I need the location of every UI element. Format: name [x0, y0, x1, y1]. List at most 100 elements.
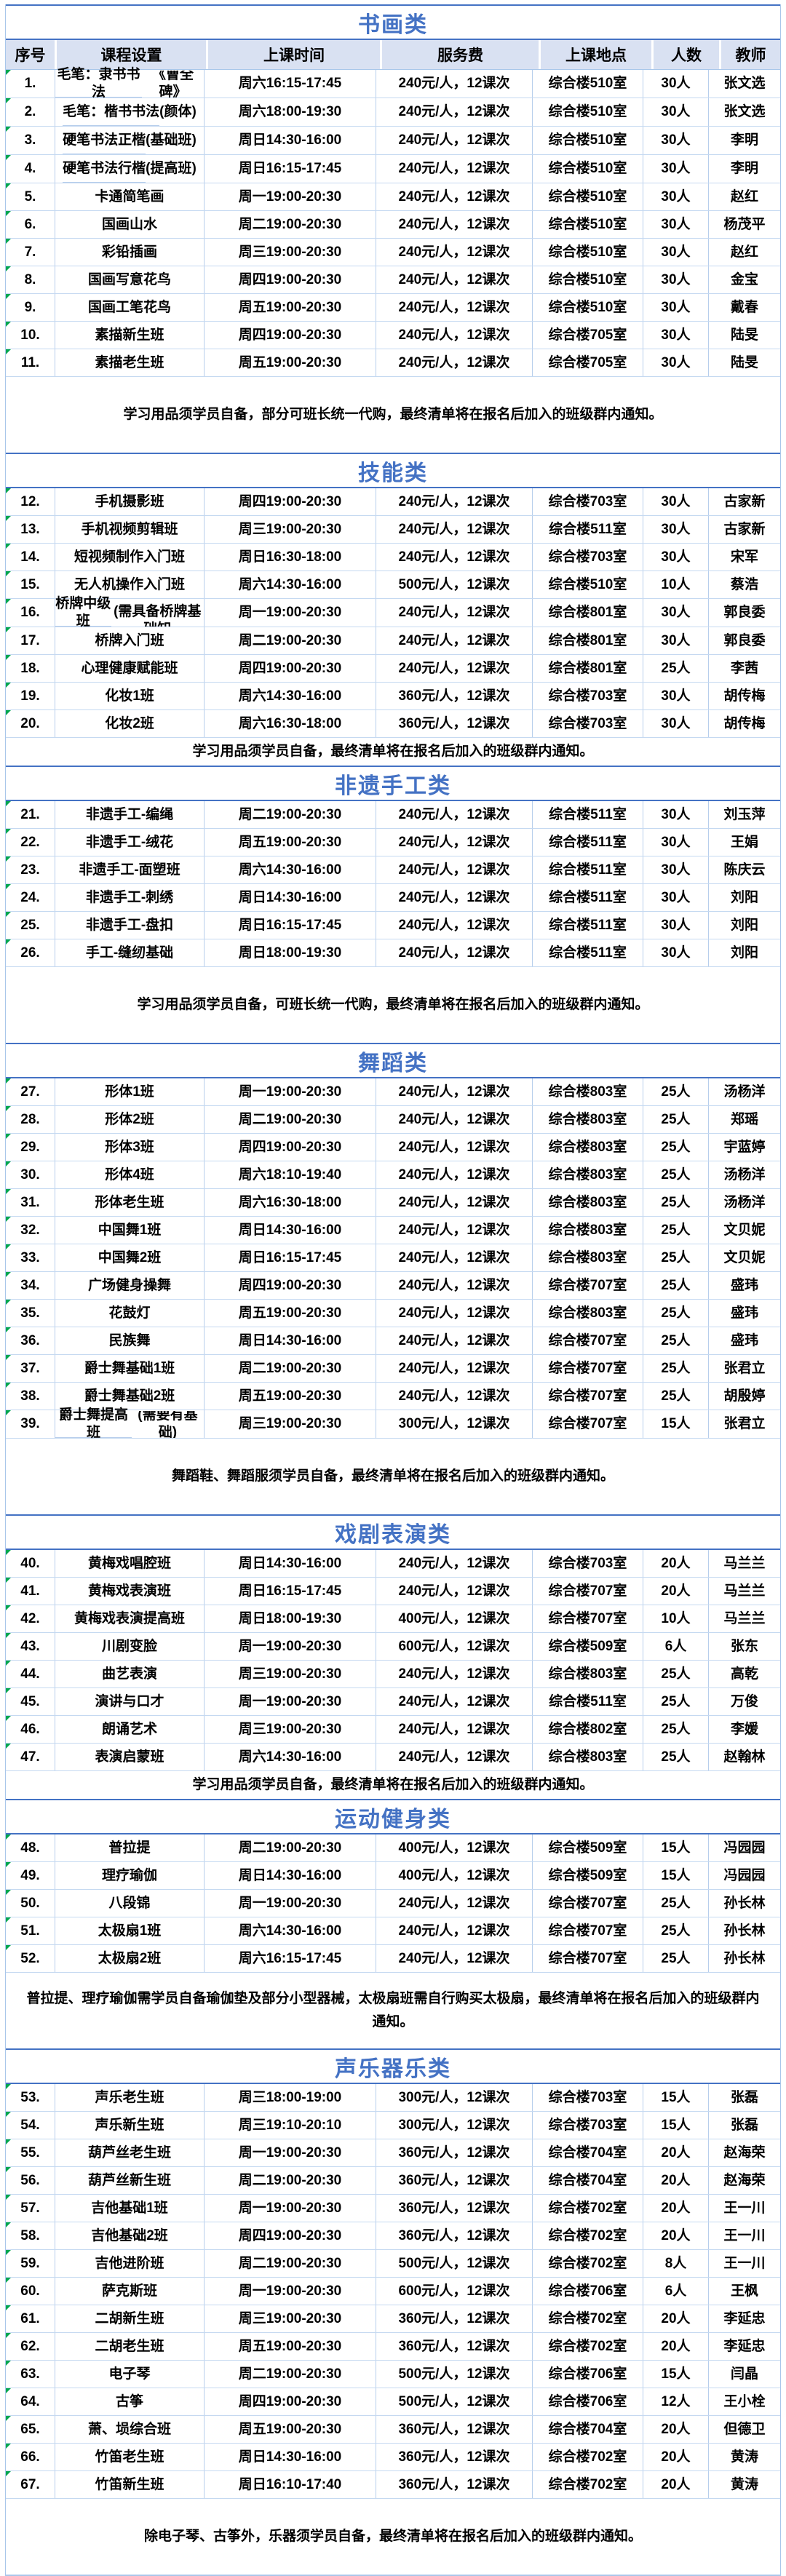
fee-cell: 240元/人，12课次: [376, 1661, 532, 1687]
row-number-cell: 9.: [6, 294, 55, 321]
fee-cell: 240元/人，12课次: [376, 98, 532, 126]
course-cell: 曲艺表演: [55, 1661, 204, 1687]
time-cell: 周六16:15-17:45: [204, 1945, 376, 1972]
capacity-cell: 30人: [643, 912, 708, 939]
time-cell: 周一19:00-20:30: [204, 1633, 376, 1660]
course-cell: 吉他基础2班: [55, 2222, 204, 2249]
location-cell: 综合楼510室: [532, 294, 643, 321]
capacity-cell: 20人: [643, 2167, 708, 2194]
location-cell: 综合楼510室: [532, 239, 643, 266]
table-row: 2. 毛笔：楷书书法 (颜体) 周六18:00-19:30 240元/人，12课次…: [6, 98, 780, 127]
row-number-cell: 16.: [6, 599, 55, 627]
capacity-cell: 25人: [643, 655, 708, 682]
capacity-cell: 30人: [643, 211, 708, 238]
course-name-line: 毛笔：隶书书法: [55, 67, 142, 100]
capacity-cell: 30人: [643, 239, 708, 266]
location-cell: 综合楼510室: [532, 70, 643, 98]
teacher-cell: 马兰兰: [708, 1605, 780, 1632]
row-number-cell: 61.: [6, 2305, 55, 2332]
row-number-cell: 34.: [6, 1272, 55, 1299]
course-cell: 国画工笔花鸟: [55, 294, 204, 321]
teacher-cell: 戴春: [708, 294, 780, 321]
location-cell: 综合楼803室: [532, 1161, 643, 1188]
capacity-cell: 15人: [643, 1410, 708, 1438]
teacher-cell: 胡传梅: [708, 710, 780, 737]
table-row: 27. 形体1班 周一19:00-20:30 240元/人，12课次 综合楼80…: [6, 1078, 780, 1106]
teacher-cell: 王一川: [708, 2250, 780, 2277]
time-cell: 周三18:00-19:00: [204, 2084, 376, 2111]
table-row: 5. 卡通简笔画 周一19:00-20:30 240元/人，12课次 综合楼51…: [6, 183, 780, 211]
capacity-cell: 30人: [643, 294, 708, 321]
course-cell: 毛笔：楷书书法 (颜体): [55, 98, 204, 126]
course-cell: 吉他基础1班: [55, 2195, 204, 2222]
location-cell: 综合楼803室: [532, 1189, 643, 1216]
fee-cell: 240元/人，12课次: [376, 939, 532, 966]
row-number-cell: 14.: [6, 544, 55, 571]
capacity-cell: 25人: [643, 1106, 708, 1133]
location-cell: 综合楼703室: [532, 1550, 643, 1577]
fee-cell: 360元/人，12课次: [376, 683, 532, 709]
time-cell: 周一19:00-20:30: [204, 2195, 376, 2222]
course-cell: 萨克斯班: [55, 2278, 204, 2305]
time-cell: 周六18:00-19:30: [204, 98, 376, 126]
course-subtitle: (需要有基础): [132, 1411, 204, 1438]
location-cell: 综合楼511室: [532, 939, 643, 966]
course-subtitle: (颜体): [159, 99, 196, 126]
course-cell: 中国舞1班: [55, 1217, 204, 1244]
fee-cell: 240元/人，12课次: [376, 488, 532, 515]
course-cell: 民族舞: [55, 1327, 204, 1354]
table-row: 53. 声乐老生班 周三18:00-19:00 300元/人，12课次 综合楼7…: [6, 2084, 780, 2112]
table-row: 9. 国画工笔花鸟 周五19:00-20:30 240元/人，12课次 综合楼5…: [6, 294, 780, 322]
time-cell: 周六14:30-16:00: [204, 1744, 376, 1770]
location-cell: 综合楼707室: [532, 1917, 643, 1944]
location-cell: 综合楼702室: [532, 2222, 643, 2249]
location-cell: 综合楼510室: [532, 127, 643, 154]
row-number-cell: 55.: [6, 2139, 55, 2166]
capacity-cell: 25人: [643, 1716, 708, 1743]
row-number-cell: 51.: [6, 1917, 55, 1944]
table-row: 39. 爵士舞提高班 (需要有基础) 周三19:00-20:30 300元/人，1…: [6, 1407, 780, 1440]
fee-cell: 400元/人，12课次: [376, 1834, 532, 1861]
table-row: 62. 二胡老生班 周五19:00-20:30 360元/人，12课次 综合楼7…: [6, 2333, 780, 2361]
course-cell: 心理健康赋能班: [55, 655, 204, 682]
fee-cell: 360元/人，12课次: [376, 2167, 532, 2194]
capacity-cell: 20人: [643, 2305, 708, 2332]
location-cell: 综合楼702室: [532, 2333, 643, 2360]
teacher-cell: 赵翰林: [708, 1744, 780, 1770]
row-number-cell: 22.: [6, 829, 55, 856]
table-row: 29. 形体3班 周四19:00-20:30 240元/人，12课次 综合楼80…: [6, 1134, 780, 1161]
row-number-cell: 48.: [6, 1834, 55, 1861]
fee-cell: 240元/人，12课次: [376, 155, 532, 183]
location-cell: 综合楼803室: [532, 1106, 643, 1133]
row-number-cell: 41.: [6, 1578, 55, 1605]
time-cell: 周一19:00-20:30: [204, 1078, 376, 1105]
row-number-cell: 25.: [6, 912, 55, 939]
fee-cell: 360元/人，12课次: [376, 2222, 532, 2249]
location-cell: 综合楼511室: [532, 856, 643, 883]
table-row: 35. 花鼓灯 周五19:00-20:30 240元/人，12课次 综合楼803…: [6, 1300, 780, 1327]
section-body: 序号 课程设置 上课时间 服务费 上课地点 人数 教师 1. 毛笔：隶书书法 《曹全碑》 周六…: [6, 40, 780, 453]
time-cell: 周二19:00-20:30: [204, 1355, 376, 1382]
table-row: 38. 爵士舞基础2班 周五19:00-20:30 240元/人，12课次 综合…: [6, 1383, 780, 1410]
teacher-cell: 刘玉萍: [708, 801, 780, 828]
fee-cell: 240元/人，12课次: [376, 322, 532, 349]
teacher-cell: 汤杨洋: [708, 1161, 780, 1188]
fee-cell: 300元/人，12课次: [376, 1410, 532, 1438]
teacher-cell: 王一川: [708, 2222, 780, 2249]
row-number-cell: 29.: [6, 1134, 55, 1161]
capacity-cell: 20人: [643, 2444, 708, 2470]
time-cell: 周五19:00-20:30: [204, 829, 376, 856]
capacity-cell: 15人: [643, 2361, 708, 2388]
time-cell: 周五19:00-20:30: [204, 349, 376, 376]
table-row: 16. 桥牌中级班(需具备桥牌基础知识) 周一19:00-20:30 240元/…: [6, 596, 780, 629]
teacher-cell: 王一川: [708, 2195, 780, 2222]
category-title: 技能类: [6, 454, 780, 488]
course-cell: 彩铅插画: [55, 239, 204, 266]
teacher-cell: 古家新: [708, 488, 780, 515]
fee-cell: 360元/人，12课次: [376, 710, 532, 737]
location-cell: 综合楼704室: [532, 2416, 643, 2443]
fee-cell: 240元/人，12课次: [376, 239, 532, 266]
capacity-cell: 30人: [643, 710, 708, 737]
fee-cell: 500元/人，12课次: [376, 571, 532, 598]
capacity-cell: 30人: [643, 683, 708, 709]
